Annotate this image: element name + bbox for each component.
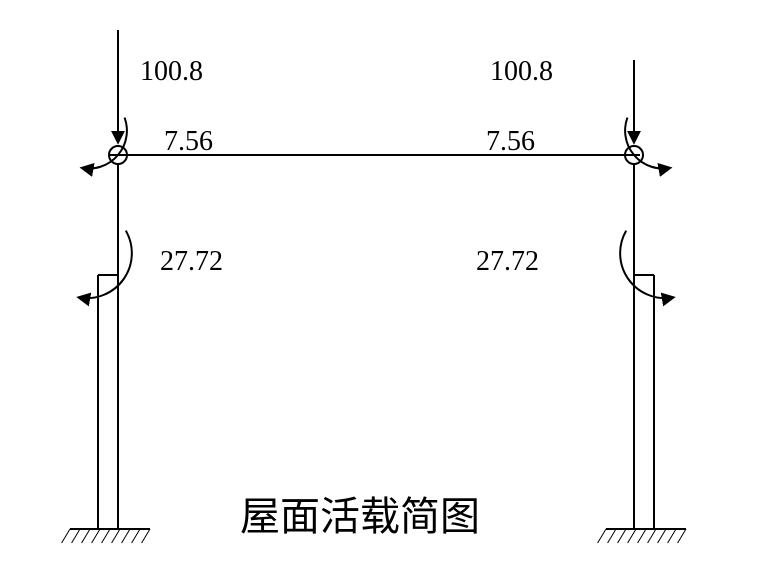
moment-arc-top-left (82, 118, 127, 169)
support-left (62, 529, 150, 543)
force-label-right: 100.8 (490, 56, 553, 87)
moment-arc-mid-right (620, 231, 673, 299)
support-right (598, 529, 686, 543)
moment-label-top-left: 7.56 (164, 126, 213, 157)
moment-arc-top-right (625, 118, 670, 169)
diagram-title: 屋面活载简图 (240, 494, 480, 539)
moment-arc-mid-left (79, 231, 132, 299)
moment-label-top-right: 7.56 (486, 126, 535, 157)
moment-label-mid-left: 27.72 (160, 246, 223, 277)
column-right (634, 164, 654, 529)
column-left (98, 164, 118, 529)
force-label-left: 100.8 (140, 56, 203, 87)
moment-label-mid-right: 27.72 (476, 246, 539, 277)
